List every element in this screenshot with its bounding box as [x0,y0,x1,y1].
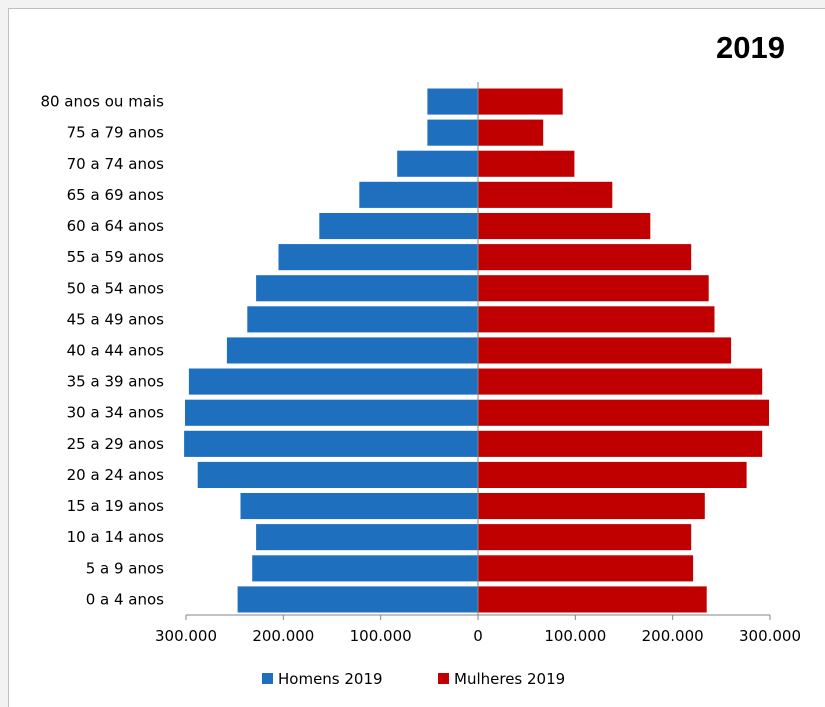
category-label: 50 a 54 anos [67,279,165,297]
x-tick-label: 300.000 [155,627,217,645]
category-label: 35 a 39 anos [67,373,165,391]
x-tick-label: 100.000 [544,627,606,645]
category-label: 55 a 59 anos [67,248,165,266]
bar-homens-2019-5-a-9-anos [252,555,478,581]
bar-mulheres-2019-75-a-79-anos [478,120,543,146]
category-label: 60 a 64 anos [67,217,165,235]
bar-mulheres-2019-25-a-29-anos [478,431,762,457]
bar-mulheres-2019-50-a-54-anos [478,275,709,301]
category-label: 40 a 44 anos [67,342,165,360]
x-tick-label: 200.000 [252,627,314,645]
bar-homens-2019-25-a-29-anos [184,431,478,457]
x-tick-label: 300.000 [739,627,801,645]
category-label: 0 a 4 anos [86,590,164,608]
bar-homens-2019-65-a-69-anos [359,182,478,208]
legend-swatch-mulheres-2019 [438,673,449,684]
category-label: 65 a 69 anos [67,186,165,204]
category-label: 75 a 79 anos [67,124,165,142]
bar-mulheres-2019-10-a-14-anos [478,524,691,550]
bar-mulheres-2019-5-a-9-anos [478,555,693,581]
bar-homens-2019-60-a-64-anos [319,213,478,239]
category-label: 5 a 9 anos [86,559,164,577]
bar-mulheres-2019-80-anos-ou-mais [478,89,563,115]
category-label: 25 a 29 anos [67,435,165,453]
legend-swatch-homens-2019 [262,673,273,684]
bar-mulheres-2019-35-a-39-anos [478,369,762,395]
bar-homens-2019-10-a-14-anos [256,524,478,550]
bar-mulheres-2019-45-a-49-anos [478,306,715,332]
bar-mulheres-2019-40-a-44-anos [478,337,731,363]
bar-mulheres-2019-65-a-69-anos [478,182,612,208]
bar-mulheres-2019-60-a-64-anos [478,213,650,239]
category-label: 30 a 34 anos [67,404,165,422]
bar-mulheres-2019-0-a-4-anos [478,586,707,612]
bar-homens-2019-35-a-39-anos [189,369,478,395]
category-label: 15 a 19 anos [67,497,165,515]
bar-homens-2019-55-a-59-anos [279,244,479,270]
category-label: 20 a 24 anos [67,466,165,484]
bar-mulheres-2019-15-a-19-anos [478,493,705,519]
bar-homens-2019-40-a-44-anos [227,337,478,363]
bar-homens-2019-45-a-49-anos [247,306,478,332]
bar-homens-2019-75-a-79-anos [427,120,478,146]
bar-homens-2019-20-a-24-anos [198,462,478,488]
category-label: 70 a 74 anos [67,155,165,173]
category-label: 10 a 14 anos [67,528,165,546]
x-tick-label: 200.000 [642,627,704,645]
category-label: 80 anos ou mais [40,93,164,111]
bar-homens-2019-50-a-54-anos [256,275,478,301]
bar-homens-2019-0-a-4-anos [238,586,478,612]
bar-homens-2019-15-a-19-anos [241,493,479,519]
bar-mulheres-2019-30-a-34-anos [478,400,769,426]
category-label: 45 a 49 anos [67,310,165,328]
bar-homens-2019-30-a-34-anos [185,400,478,426]
x-tick-label: 100.000 [350,627,412,645]
bar-mulheres-2019-20-a-24-anos [478,462,747,488]
x-tick-label: 0 [473,627,483,645]
legend-label-mulheres-2019: Mulheres 2019 [454,670,565,688]
bar-homens-2019-80-anos-ou-mais [427,89,478,115]
bar-mulheres-2019-55-a-59-anos [478,244,691,270]
legend-label-homens-2019: Homens 2019 [278,670,383,688]
bar-mulheres-2019-70-a-74-anos [478,151,574,177]
bar-homens-2019-70-a-74-anos [397,151,478,177]
